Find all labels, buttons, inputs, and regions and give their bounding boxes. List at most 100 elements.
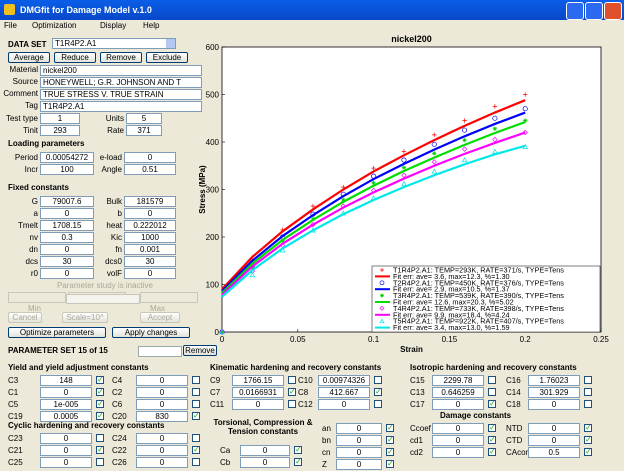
field-value[interactable]: 1766.15	[232, 375, 284, 386]
field-value[interactable]: 30	[124, 256, 176, 267]
field-value[interactable]: 0.646259	[432, 387, 484, 398]
field-value[interactable]: 0	[40, 244, 94, 255]
checkbox[interactable]	[192, 412, 200, 420]
maximize-button[interactable]	[585, 2, 603, 20]
checkbox[interactable]	[96, 446, 104, 454]
field-value[interactable]: 0.51	[124, 164, 176, 175]
field-value[interactable]: 0.0166931	[232, 387, 284, 398]
checkbox[interactable]	[386, 448, 394, 456]
button[interactable]: Reduce	[54, 52, 96, 63]
field-value[interactable]: 148	[40, 375, 92, 386]
checkbox[interactable]	[488, 424, 496, 432]
button[interactable]: Remove	[183, 345, 217, 356]
checkbox[interactable]	[288, 388, 296, 396]
checkbox[interactable]	[192, 376, 200, 384]
data-set-select[interactable]: T1R4P2.A1	[52, 38, 176, 49]
checkbox[interactable]	[584, 436, 592, 444]
field-value[interactable]: 0	[40, 433, 92, 444]
field-value[interactable]: 0.00974326	[318, 375, 370, 386]
checkbox[interactable]	[584, 400, 592, 408]
field-value[interactable]: 0	[124, 152, 176, 163]
field-value[interactable]: 100	[40, 164, 94, 175]
dropdown-arrow[interactable]	[166, 39, 175, 48]
field-value[interactable]: nickel200	[40, 65, 202, 76]
close-button[interactable]	[604, 2, 622, 20]
checkbox[interactable]	[488, 400, 496, 408]
checkbox[interactable]	[584, 376, 592, 384]
field-value[interactable]: 0.0005	[40, 411, 92, 422]
field-value[interactable]: 0.3	[40, 232, 94, 243]
field-value[interactable]: 0	[124, 208, 176, 219]
checkbox[interactable]	[488, 388, 496, 396]
field-value[interactable]: 0	[336, 459, 382, 470]
menu-item[interactable]: Display	[100, 21, 127, 30]
field-value[interactable]: 0.00054272	[40, 152, 94, 163]
checkbox[interactable]	[288, 400, 296, 408]
checkbox[interactable]	[96, 388, 104, 396]
checkbox[interactable]	[192, 458, 200, 466]
checkbox[interactable]	[374, 400, 382, 408]
checkbox[interactable]	[584, 388, 592, 396]
checkbox[interactable]	[192, 400, 200, 408]
field-value[interactable]: 1e-005	[40, 399, 92, 410]
field-value[interactable]: 0	[40, 268, 94, 279]
checkbox[interactable]	[386, 424, 394, 432]
field-value[interactable]: 0	[336, 423, 382, 434]
field-value[interactable]: 5	[126, 113, 162, 124]
field-value[interactable]: 0	[432, 399, 484, 410]
button[interactable]: Remove	[100, 52, 142, 63]
menu-item[interactable]: File	[4, 21, 17, 30]
field-value[interactable]: 0	[136, 433, 188, 444]
field-value[interactable]: 0	[136, 457, 188, 468]
field-value[interactable]: 30	[40, 256, 94, 267]
menu-item[interactable]: Help	[143, 21, 160, 30]
field-value[interactable]: 181579	[124, 196, 176, 207]
field-value[interactable]: 79007.6	[40, 196, 94, 207]
checkbox[interactable]	[96, 400, 104, 408]
field-value[interactable]: 0	[136, 399, 188, 410]
field-value[interactable]: 0	[136, 387, 188, 398]
minimize-button[interactable]	[566, 2, 584, 20]
field-value[interactable]: 0	[318, 399, 370, 410]
field-value[interactable]: 0	[40, 445, 92, 456]
checkbox[interactable]	[584, 448, 592, 456]
field-value[interactable]: 0	[240, 445, 290, 456]
parameter-slider[interactable]	[138, 346, 182, 357]
field-value[interactable]: 293	[40, 125, 80, 136]
field-value[interactable]: 0	[40, 387, 92, 398]
field-value[interactable]: 1	[40, 113, 80, 124]
field-value[interactable]: 0	[528, 399, 580, 410]
field-value[interactable]: 0	[432, 423, 484, 434]
field-value[interactable]: 0.222012	[124, 220, 176, 231]
field-value[interactable]: TRUE STRESS V. TRUE STRAIN	[40, 89, 202, 100]
field-value[interactable]: 0	[336, 447, 382, 458]
menu-item[interactable]: Optimization	[32, 21, 77, 30]
field-value[interactable]: 0	[136, 445, 188, 456]
checkbox[interactable]	[488, 436, 496, 444]
checkbox[interactable]	[374, 376, 382, 384]
checkbox[interactable]	[584, 424, 592, 432]
checkbox[interactable]	[374, 388, 382, 396]
field-value[interactable]: 0	[40, 208, 94, 219]
field-value[interactable]: 1708.15	[40, 220, 94, 231]
field-value[interactable]: 0	[40, 457, 92, 468]
checkbox[interactable]	[96, 458, 104, 466]
checkbox[interactable]	[192, 388, 200, 396]
field-value[interactable]: 0	[432, 435, 484, 446]
checkbox[interactable]	[488, 376, 496, 384]
checkbox[interactable]	[96, 434, 104, 442]
checkbox[interactable]	[96, 376, 104, 384]
field-value[interactable]: 0	[528, 435, 580, 446]
field-value[interactable]: 0	[240, 457, 290, 468]
checkbox[interactable]	[192, 434, 200, 442]
field-value[interactable]: 0	[528, 423, 580, 434]
checkbox[interactable]	[96, 412, 104, 420]
button[interactable]: Average	[8, 52, 50, 63]
checkbox[interactable]	[294, 458, 302, 466]
field-value[interactable]: 301.929	[528, 387, 580, 398]
button[interactable]: Exclude	[146, 52, 188, 63]
button[interactable]: Apply changes	[112, 327, 190, 338]
checkbox[interactable]	[488, 448, 496, 456]
field-value[interactable]: 0	[432, 447, 484, 458]
button[interactable]: Optimize parameters	[8, 327, 106, 338]
